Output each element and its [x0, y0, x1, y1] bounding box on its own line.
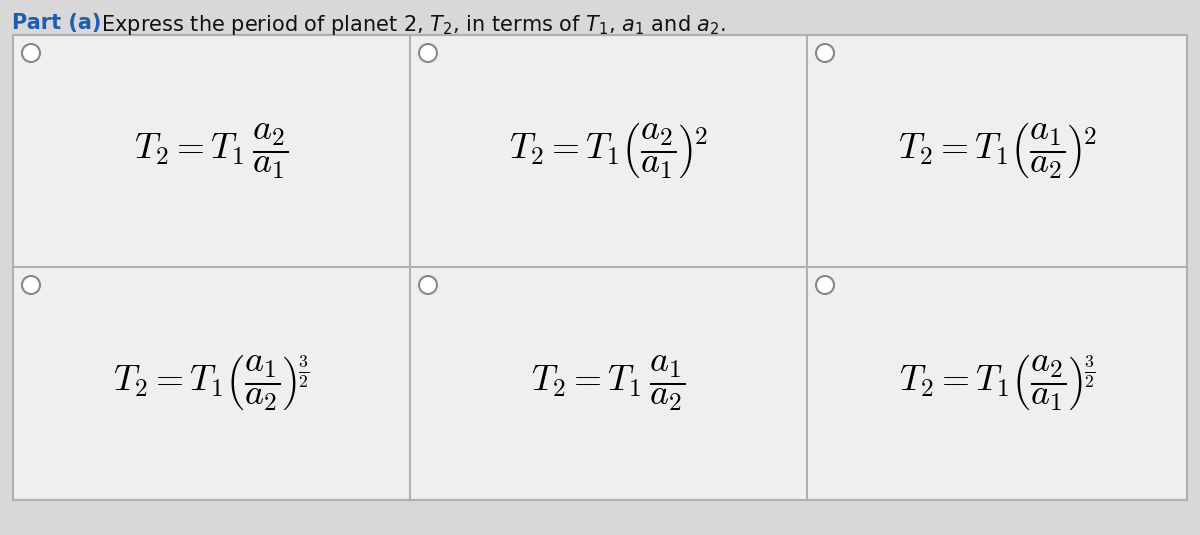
Circle shape: [22, 44, 40, 62]
Text: Part (a): Part (a): [12, 13, 101, 33]
Circle shape: [419, 44, 437, 62]
Text: $T_2 = T_1\left(\dfrac{a_2}{a_1}\right)^{\!\frac{3}{2}}$: $T_2 = T_1\left(\dfrac{a_2}{a_1}\right)^…: [899, 354, 1096, 413]
Text: $T_2 = T_1\left(\dfrac{a_1}{a_2}\right)^{\!2}$: $T_2 = T_1\left(\dfrac{a_1}{a_2}\right)^…: [898, 121, 1097, 181]
Bar: [13, 35, 1187, 500]
Text: Express the period of planet 2, $T_2$, in terms of $T_1$, $a_1$ and $a_2$.: Express the period of planet 2, $T_2$, i…: [88, 13, 726, 37]
Circle shape: [816, 44, 834, 62]
Circle shape: [22, 276, 40, 294]
Circle shape: [419, 276, 437, 294]
Text: $T_2 = T_1\,\dfrac{a_2}{a_1}$: $T_2 = T_1\,\dfrac{a_2}{a_1}$: [134, 121, 288, 181]
Text: $T_2 = T_1\left(\dfrac{a_1}{a_2}\right)^{\!\frac{3}{2}}$: $T_2 = T_1\left(\dfrac{a_1}{a_2}\right)^…: [113, 354, 310, 413]
Text: $T_2 = T_1\,\dfrac{a_1}{a_2}$: $T_2 = T_1\,\dfrac{a_1}{a_2}$: [532, 354, 685, 413]
Text: $T_2 = T_1\left(\dfrac{a_2}{a_1}\right)^{\!2}$: $T_2 = T_1\left(\dfrac{a_2}{a_1}\right)^…: [509, 121, 708, 181]
Circle shape: [816, 276, 834, 294]
